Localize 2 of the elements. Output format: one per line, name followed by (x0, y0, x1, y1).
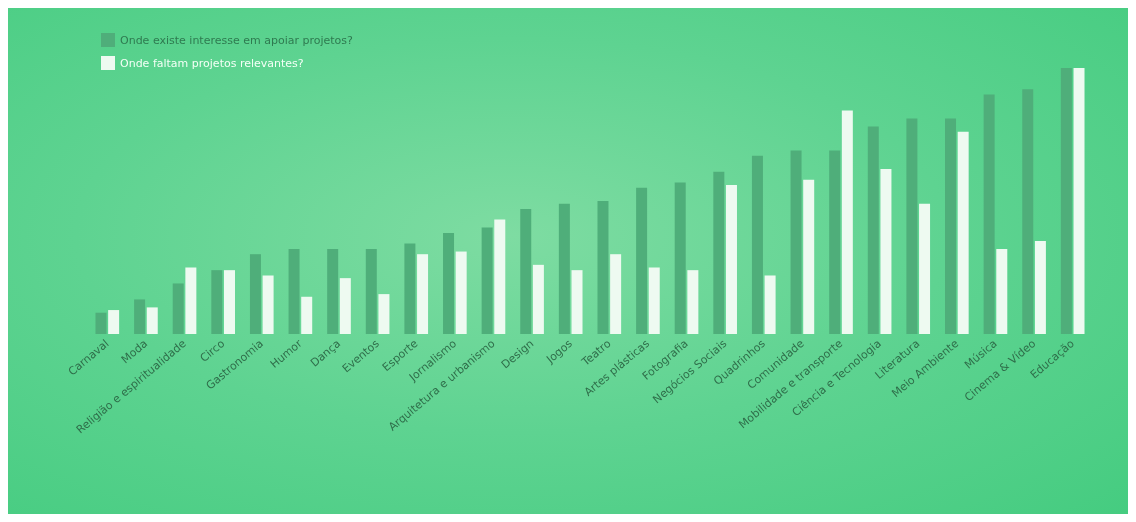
legend-label: Onde existe interesse em apoiar projetos? (120, 33, 354, 47)
legend-label: Onde faltam projetos relevantes? (120, 56, 304, 70)
